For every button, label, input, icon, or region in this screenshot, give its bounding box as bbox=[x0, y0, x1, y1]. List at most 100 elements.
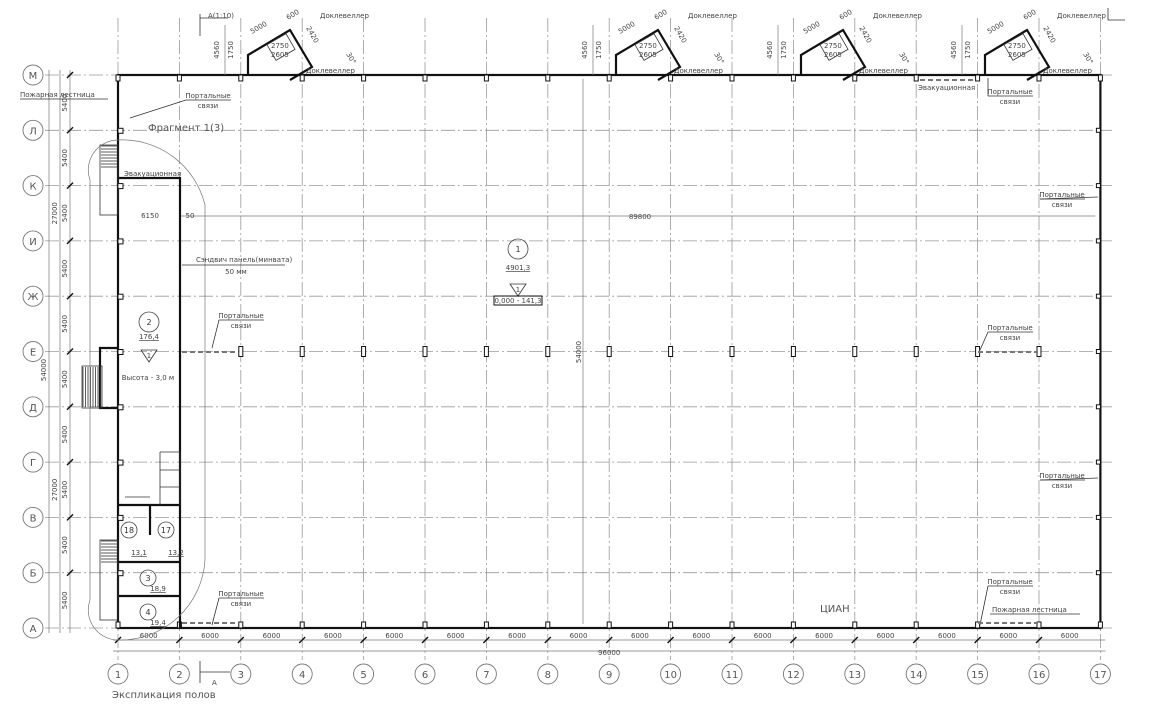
dimension-tick bbox=[360, 636, 368, 644]
dock-door-size: 2750 bbox=[271, 42, 289, 50]
column-axis-bubble bbox=[598, 663, 620, 685]
column-axis-label: 1 bbox=[115, 670, 121, 681]
dimension-span-label: 5400 bbox=[61, 260, 69, 278]
structural-column bbox=[422, 346, 428, 357]
toilet-partitions bbox=[125, 451, 181, 505]
dock-width-label: 2420 bbox=[857, 25, 873, 44]
row-axis-bubble bbox=[22, 230, 44, 252]
dock-door-size: 2750 bbox=[1008, 42, 1026, 50]
dimension-tick bbox=[482, 636, 490, 644]
structural-column bbox=[852, 74, 858, 82]
room-number: 18 bbox=[124, 526, 134, 535]
dock-width-label: 2420 bbox=[672, 25, 688, 44]
office-width-label: 6150 bbox=[141, 212, 159, 220]
dock-offset-label: 1750 bbox=[227, 41, 235, 59]
fire-stair-label: Пожарная лестница bbox=[20, 91, 95, 99]
room-number: 4 bbox=[145, 608, 150, 617]
structural-column bbox=[913, 74, 919, 82]
structural-column bbox=[176, 74, 182, 82]
leader-line bbox=[1039, 196, 1099, 200]
dimension-span-label: 5400 bbox=[61, 370, 69, 388]
structural-column bbox=[422, 74, 428, 82]
dimension-tick bbox=[66, 237, 74, 245]
row-axis-bubble bbox=[22, 451, 44, 473]
dimension-tick bbox=[667, 636, 675, 644]
dimension-span-label: 6000 bbox=[447, 632, 465, 640]
dock-angle-label: 30° bbox=[344, 51, 357, 66]
dock-ramp-label: 5000 bbox=[617, 20, 636, 36]
row-axis-label: А bbox=[30, 624, 37, 635]
structural-column bbox=[1095, 127, 1101, 133]
floor-explication-title: Экспликация полов bbox=[112, 690, 216, 701]
structural-column bbox=[790, 346, 796, 357]
column-axis-bubble bbox=[475, 663, 497, 685]
dock-depth-label: 4560 bbox=[766, 41, 774, 59]
structural-column bbox=[238, 74, 244, 82]
column-axis-label: 5 bbox=[360, 670, 366, 681]
elevation-box bbox=[493, 295, 543, 306]
column-axis-label: 11 bbox=[726, 670, 739, 681]
room-area: 13,1 bbox=[131, 549, 147, 557]
structural-column bbox=[1097, 621, 1103, 629]
dimension-tick bbox=[66, 458, 74, 466]
structural-column bbox=[117, 570, 124, 577]
structural-column bbox=[299, 621, 305, 629]
leader-line bbox=[129, 99, 187, 119]
row-axis-label: В bbox=[30, 513, 37, 524]
dimension-span-label: 6000 bbox=[938, 632, 956, 640]
section-mark bbox=[199, 661, 230, 683]
dock-gap-label: 600 bbox=[1022, 8, 1038, 22]
dimension-span-label: 5400 bbox=[61, 481, 69, 499]
column-axis-bubble bbox=[782, 663, 804, 685]
structural-column bbox=[117, 349, 124, 355]
column-axis-bubble bbox=[1028, 663, 1050, 685]
row-axis-bubble bbox=[22, 285, 44, 307]
column-axis-label: 15 bbox=[971, 670, 984, 681]
structural-column bbox=[1097, 74, 1103, 82]
structural-column bbox=[115, 74, 121, 82]
dock-leveler-label: Доклевеллер bbox=[1057, 12, 1106, 20]
row-axis-label: Д bbox=[29, 403, 37, 414]
room-area: 19,4 bbox=[150, 619, 166, 627]
column-axis-bubble bbox=[1089, 663, 1111, 685]
interior-height-label: 54000 bbox=[575, 341, 583, 363]
dimension-tick bbox=[66, 569, 74, 577]
room-area: 176,4 bbox=[139, 333, 160, 341]
dock-leveler-label: Доклевеллер bbox=[306, 67, 355, 75]
structural-column bbox=[790, 621, 796, 629]
column-axis-bubble bbox=[721, 663, 743, 685]
column-axis-label: 4 bbox=[299, 670, 305, 681]
dimension-tick bbox=[66, 182, 74, 190]
row-axis-bubble bbox=[22, 175, 44, 197]
interior-width-label: 89800 bbox=[629, 213, 651, 221]
dimension-span-label: 6000 bbox=[631, 632, 649, 640]
portal-bracing-label: Портальные bbox=[218, 312, 263, 320]
structural-column bbox=[606, 346, 612, 357]
column-axis-bubble bbox=[537, 663, 559, 685]
dock-ramp-label: 5000 bbox=[249, 20, 268, 36]
column-axis-bubble bbox=[844, 663, 866, 685]
structural-column bbox=[1095, 183, 1101, 189]
section-mark bbox=[199, 14, 228, 36]
portal-bracing-label: Портальные bbox=[185, 92, 230, 100]
dimension-tick bbox=[66, 513, 74, 521]
room-number-bubble bbox=[139, 603, 157, 621]
structural-column bbox=[361, 621, 367, 629]
structural-column bbox=[361, 346, 367, 357]
dimension-span-label: 5400 bbox=[61, 536, 69, 554]
row-axis-label: К bbox=[29, 182, 36, 193]
office-walls bbox=[98, 176, 182, 628]
structural-column bbox=[852, 621, 858, 629]
structural-column bbox=[729, 346, 735, 357]
evacuation-exit-label: Эвакуационная bbox=[918, 84, 975, 92]
dock-leveler-label: Доклевеллер bbox=[873, 12, 922, 20]
level-mark: 1 bbox=[147, 352, 151, 360]
dock-angle-label: 30° bbox=[1081, 51, 1094, 66]
section-top-label: А(1:10) bbox=[208, 12, 234, 20]
dimension-span-label: 6000 bbox=[692, 632, 710, 640]
column-axis-label: 14 bbox=[910, 670, 923, 681]
dock-leveler-label: Доклевеллер bbox=[320, 12, 369, 20]
column-axis-bubble bbox=[230, 663, 252, 685]
structural-column bbox=[852, 346, 858, 357]
